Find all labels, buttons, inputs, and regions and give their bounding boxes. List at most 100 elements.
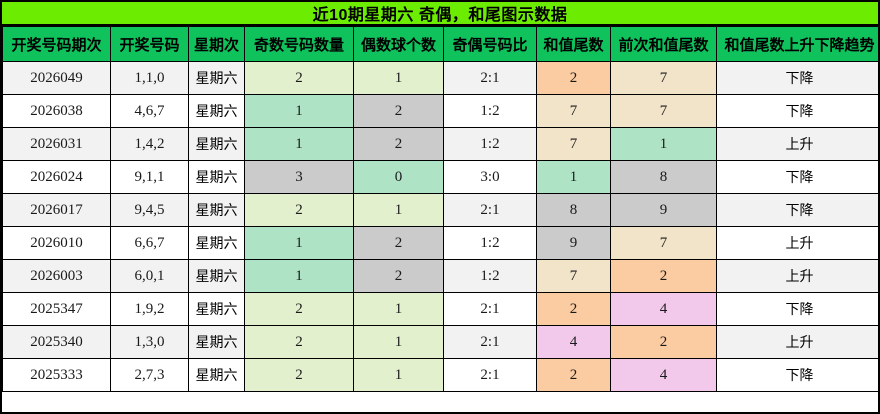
ratio-cell: 1:2 (443, 226, 537, 260)
trend-cell: 下降 (716, 61, 878, 95)
ratio-cell: 1:2 (443, 94, 537, 128)
sum-tail-cell: 7 (536, 259, 611, 293)
odd-count-cell: 2 (244, 292, 354, 326)
ratio-cell: 2:1 (443, 292, 537, 326)
sum-tail-cell: 7 (536, 94, 611, 128)
ratio-cell: 2:1 (443, 193, 537, 227)
even-count-cell: 1 (353, 358, 444, 392)
even-count-cell: 0 (353, 160, 444, 194)
prev-sum-tail-cell: 2 (610, 259, 717, 293)
period-cell: 2026038 (2, 94, 111, 128)
table-row: 2026010 6,6,7 星期六 1 2 1:2 9 7 上升 (2, 226, 878, 260)
header-row: 开奖号码期次 开奖号码 星期次 奇数号码数量 偶数球个数 奇偶号码比 和值尾数 前次和值尾数和… (2, 26, 878, 62)
prev-sum-tail-cell: 1 (610, 127, 717, 161)
numbers-cell: 6,6,7 (110, 226, 189, 260)
week-cell: 星期六 (188, 94, 245, 128)
trend-cell: 下降 (716, 160, 878, 194)
table-row: 2026003 6,0,1 星期六 1 2 1:2 7 2 上升 (2, 259, 878, 293)
odd-count-cell: 1 (244, 226, 354, 260)
week-cell: 星期六 (188, 160, 245, 194)
sum-tail-cell: 8 (536, 193, 611, 227)
column-header-col-numbers: 开奖号码 (110, 26, 189, 62)
prev-sum-tail-cell: 7 (610, 226, 717, 260)
even-count-cell: 1 (353, 193, 444, 227)
table-row: 2025340 1,3,0 星期六 2 1 2:1 4 2 上升 (2, 325, 878, 359)
ratio-cell: 2:1 (443, 358, 537, 392)
week-cell: 星期六 (188, 193, 245, 227)
odd-count-cell: 2 (244, 61, 354, 95)
even-count-cell: 1 (353, 325, 444, 359)
table-row: 2026031 1,4,2 星期六 1 2 1:2 7 1 上升 (2, 127, 878, 161)
numbers-cell: 6,0,1 (110, 259, 189, 293)
ratio-cell: 1:2 (443, 127, 537, 161)
prev-sum-tail-cell: 7 (610, 61, 717, 95)
trend-cell: 上升 (716, 325, 878, 359)
period-cell: 2026024 (2, 160, 111, 194)
period-cell: 2025347 (2, 292, 111, 326)
column-header-col-sum-tail: 和值尾数 (536, 26, 611, 62)
period-cell: 2026003 (2, 259, 111, 293)
ratio-cell: 1:2 (443, 259, 537, 293)
even-count-cell: 1 (353, 61, 444, 95)
prev-sum-tail-cell: 4 (610, 358, 717, 392)
numbers-cell: 1,3,0 (110, 325, 189, 359)
table-row: 2026024 9,1,1 星期六 3 0 3:0 1 8 下降 (2, 160, 878, 194)
table-row: 2026017 9,4,5 星期六 2 1 2:1 8 9 下降 (2, 193, 878, 227)
odd-count-cell: 1 (244, 259, 354, 293)
table-row: 2025333 2,7,3 星期六 2 1 2:1 2 4 下降 (2, 358, 878, 392)
sum-tail-cell: 9 (536, 226, 611, 260)
sum-tail-cell: 2 (536, 292, 611, 326)
numbers-cell: 4,6,7 (110, 94, 189, 128)
even-count-cell: 1 (353, 292, 444, 326)
table-row: 2026049 1,1,0 星期六 2 1 2:1 2 7 下降 (2, 61, 878, 95)
table-row: 2026038 4,6,7 星期六 1 2 1:2 7 7 下降 (2, 94, 878, 128)
numbers-cell: 1,4,2 (110, 127, 189, 161)
prev-sum-tail-cell: 9 (610, 193, 717, 227)
table-row: 2025347 1,9,2 星期六 2 1 2:1 2 4 下降 (2, 292, 878, 326)
trend-cell: 下降 (716, 292, 878, 326)
column-header-col-week: 星期次 (188, 26, 245, 62)
odd-count-cell: 2 (244, 358, 354, 392)
period-cell: 2026017 (2, 193, 111, 227)
trend-cell: 下降 (716, 358, 878, 392)
even-count-cell: 2 (353, 259, 444, 293)
ratio-cell: 3:0 (443, 160, 537, 194)
column-header-col-trend: 和值尾数上升下降趋势 (716, 26, 878, 62)
sum-tail-cell: 7 (536, 127, 611, 161)
week-cell: 星期六 (188, 127, 245, 161)
week-cell: 星期六 (188, 358, 245, 392)
period-cell: 2026049 (2, 61, 111, 95)
numbers-cell: 2,7,3 (110, 358, 189, 392)
odd-count-cell: 2 (244, 193, 354, 227)
prev-sum-tail-cell: 2 (610, 325, 717, 359)
even-count-cell: 2 (353, 94, 444, 128)
column-header-col-even-count: 偶数球个数 (353, 26, 444, 62)
even-count-cell: 2 (353, 127, 444, 161)
week-cell: 星期六 (188, 292, 245, 326)
odd-count-cell: 2 (244, 325, 354, 359)
even-count-cell: 2 (353, 226, 444, 260)
sum-tail-cell: 4 (536, 325, 611, 359)
numbers-cell: 9,4,5 (110, 193, 189, 227)
table-title: 近10期星期六 奇偶，和尾图示数据 (2, 2, 878, 26)
period-cell: 2025340 (2, 325, 111, 359)
numbers-cell: 1,9,2 (110, 292, 189, 326)
prev-sum-tail-cell: 7 (610, 94, 717, 128)
numbers-cell: 9,1,1 (110, 160, 189, 194)
period-cell: 2025333 (2, 358, 111, 392)
week-cell: 星期六 (188, 259, 245, 293)
sum-tail-cell: 2 (536, 358, 611, 392)
period-cell: 2026010 (2, 226, 111, 260)
week-cell: 星期六 (188, 61, 245, 95)
odd-count-cell: 3 (244, 160, 354, 194)
trend-cell: 上升 (716, 127, 878, 161)
sum-tail-cell: 2 (536, 61, 611, 95)
prev-sum-tail-cell: 4 (610, 292, 717, 326)
period-cell: 2026031 (2, 127, 111, 161)
sum-tail-cell: 1 (536, 160, 611, 194)
lottery-data-table: 开奖号码期次 开奖号码 星期次 奇数号码数量 偶数球个数 奇偶号码比 和值尾数 前次和值尾数和… (2, 26, 878, 392)
column-header-col-period: 开奖号码期次 (2, 26, 111, 62)
table-body: 2026049 1,1,0 星期六 2 1 2:1 2 7 下降 2026038 4,6,7 星期六 1… (2, 61, 878, 392)
trend-cell: 上升 (716, 259, 878, 293)
